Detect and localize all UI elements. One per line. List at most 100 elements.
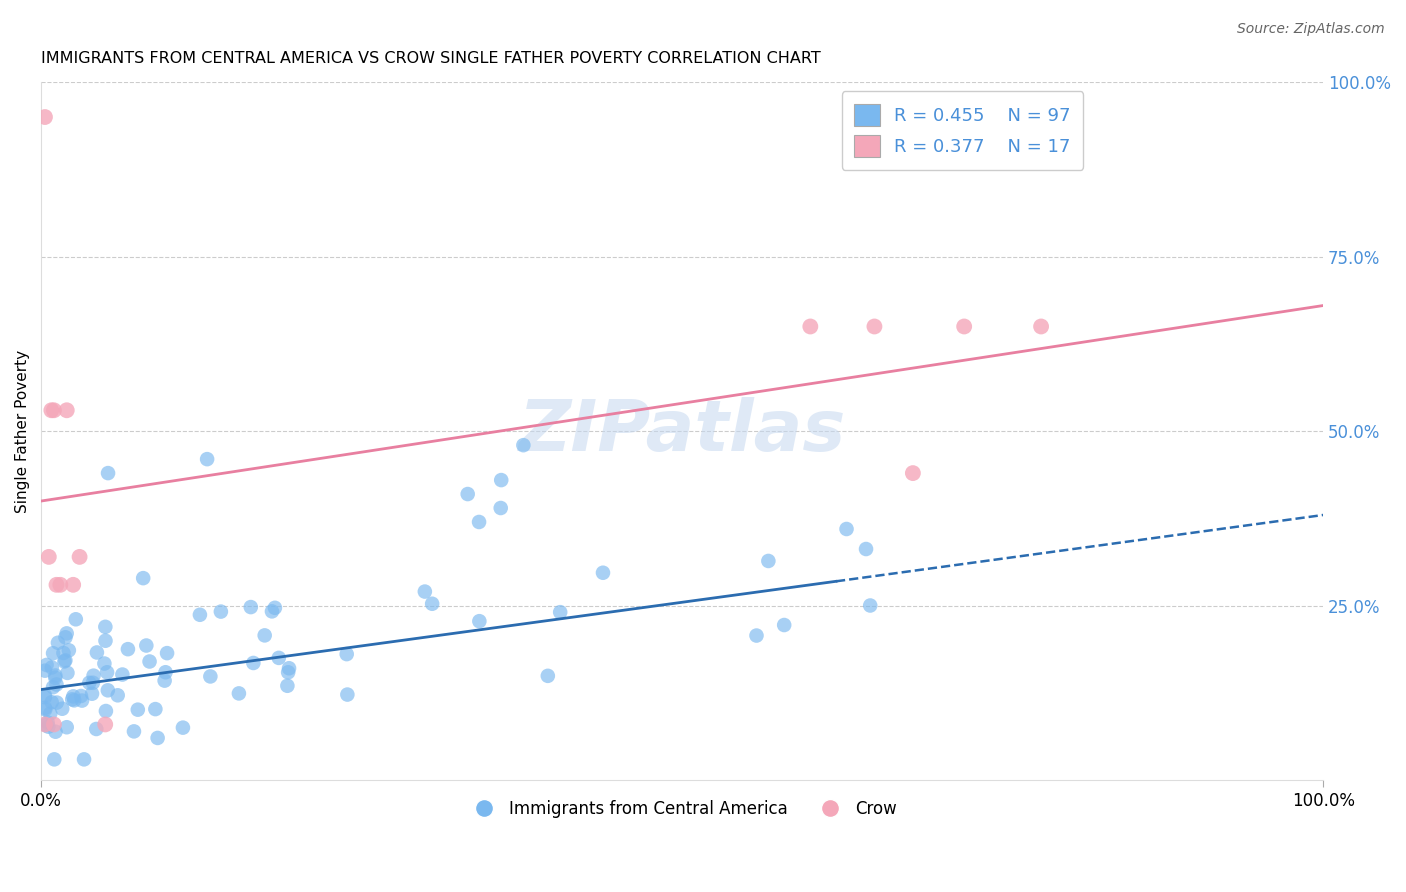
Point: [155, 665, 177, 680]
Point: [45, 578, 67, 592]
Point: [55, 626, 77, 640]
Point: [200, 669, 222, 683]
Legend: Immigrants from Central America, Crow: Immigrants from Central America, Crow: [461, 793, 903, 824]
Point: [336, 647, 359, 661]
Point: [34, 717, 56, 731]
Point: [253, 628, 276, 642]
Point: [34, 689, 56, 703]
Point: [242, 656, 264, 670]
Point: [65, 612, 87, 626]
Point: [70, 689, 93, 703]
Point: [457, 487, 479, 501]
Point: [53, 655, 76, 669]
Point: [44, 668, 66, 682]
Point: [45, 677, 67, 691]
Point: [111, 667, 134, 681]
Point: [42, 717, 65, 731]
Point: [94, 633, 117, 648]
Point: [80, 687, 103, 701]
Point: [63, 693, 86, 707]
Point: [127, 703, 149, 717]
Point: [489, 501, 512, 516]
Point: [138, 655, 160, 669]
Point: [58, 643, 80, 657]
Point: [592, 566, 614, 580]
Point: [276, 679, 298, 693]
Point: [34, 664, 56, 678]
Text: Source: ZipAtlas.com: Source: ZipAtlas.com: [1237, 22, 1385, 37]
Point: [117, 642, 139, 657]
Point: [44, 724, 66, 739]
Point: [52, 646, 75, 660]
Point: [35, 657, 58, 672]
Point: [260, 604, 283, 618]
Point: [97, 466, 120, 480]
Point: [38, 549, 60, 564]
Point: [79, 675, 101, 690]
Point: [41, 403, 63, 417]
Point: [37, 720, 59, 734]
Y-axis label: Single Father Poverty: Single Father Poverty: [15, 350, 30, 513]
Point: [773, 618, 796, 632]
Point: [107, 688, 129, 702]
Point: [228, 686, 250, 700]
Point: [49, 578, 72, 592]
Point: [548, 605, 571, 619]
Point: [146, 731, 169, 745]
Point: [188, 607, 211, 622]
Point: [37, 715, 59, 730]
Point: [44, 752, 66, 766]
Point: [1029, 319, 1052, 334]
Point: [468, 515, 491, 529]
Point: [799, 319, 821, 334]
Point: [859, 599, 882, 613]
Point: [278, 661, 301, 675]
Point: [209, 605, 232, 619]
Point: [56, 665, 79, 680]
Point: [901, 466, 924, 480]
Point: [756, 554, 779, 568]
Point: [46, 636, 69, 650]
Point: [97, 683, 120, 698]
Point: [41, 695, 63, 709]
Point: [153, 673, 176, 688]
Point: [51, 702, 73, 716]
Point: [413, 584, 436, 599]
Point: [94, 717, 117, 731]
Point: [84, 722, 107, 736]
Point: [855, 541, 877, 556]
Point: [45, 696, 67, 710]
Point: [62, 690, 84, 704]
Point: [132, 571, 155, 585]
Point: [82, 675, 104, 690]
Point: [73, 752, 96, 766]
Text: IMMIGRANTS FROM CENTRAL AMERICA VS CROW SINGLE FATHER POVERTY CORRELATION CHART: IMMIGRANTS FROM CENTRAL AMERICA VS CROW …: [41, 51, 821, 66]
Point: [512, 438, 534, 452]
Point: [264, 600, 287, 615]
Point: [96, 665, 118, 680]
Point: [195, 452, 218, 467]
Point: [537, 669, 560, 683]
Point: [41, 660, 63, 674]
Point: [60, 692, 83, 706]
Point: [34, 110, 56, 124]
Point: [34, 701, 56, 715]
Point: [863, 319, 886, 334]
Point: [172, 721, 194, 735]
Point: [34, 702, 56, 716]
Point: [122, 724, 145, 739]
Point: [42, 646, 65, 660]
Point: [35, 718, 58, 732]
Point: [239, 600, 262, 615]
Point: [39, 706, 62, 721]
Point: [83, 668, 105, 682]
Point: [745, 628, 768, 642]
Point: [55, 630, 77, 644]
Point: [69, 549, 91, 564]
Point: [94, 704, 117, 718]
Point: [835, 522, 858, 536]
Point: [489, 473, 512, 487]
Text: ZIPatlas: ZIPatlas: [519, 397, 846, 466]
Point: [34, 690, 56, 705]
Point: [135, 639, 157, 653]
